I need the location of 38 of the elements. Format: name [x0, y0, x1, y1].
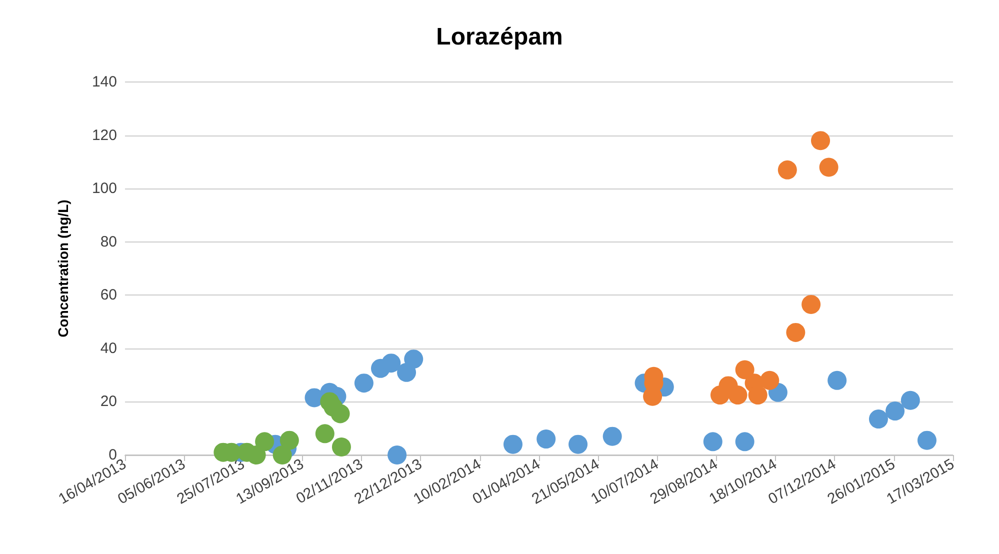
point — [760, 370, 780, 390]
point — [602, 426, 622, 446]
point — [404, 350, 424, 369]
point — [786, 322, 806, 342]
point — [735, 360, 754, 380]
y-tick-label: 20 — [100, 393, 117, 410]
point — [819, 158, 838, 177]
point — [778, 160, 797, 180]
point — [354, 374, 374, 393]
y-tick-label: 100 — [92, 180, 117, 198]
point — [703, 432, 722, 452]
point — [568, 434, 588, 454]
point — [728, 386, 748, 405]
point — [503, 434, 522, 454]
y-tick-label: 80 — [100, 233, 117, 250]
y-tick-label: 40 — [100, 340, 117, 357]
point — [811, 131, 830, 150]
point — [332, 438, 351, 456]
point — [315, 424, 334, 444]
point — [917, 430, 936, 450]
chart-title: Lorazépam — [436, 24, 563, 50]
point — [886, 402, 905, 421]
y-tick-label: 120 — [92, 126, 117, 144]
point — [280, 430, 299, 450]
point — [900, 390, 920, 410]
point — [748, 386, 768, 405]
y-axis-title: Concentration (ng/L) — [55, 200, 71, 338]
point — [802, 294, 821, 314]
point — [869, 410, 888, 429]
point — [828, 370, 847, 390]
point — [330, 404, 350, 424]
point — [735, 432, 754, 452]
y-tick-label: 0 — [108, 446, 117, 464]
point — [255, 432, 274, 452]
point — [382, 354, 401, 373]
point — [536, 430, 556, 449]
y-tick-label: 140 — [92, 74, 117, 90]
y-tick-label: 60 — [100, 286, 117, 304]
